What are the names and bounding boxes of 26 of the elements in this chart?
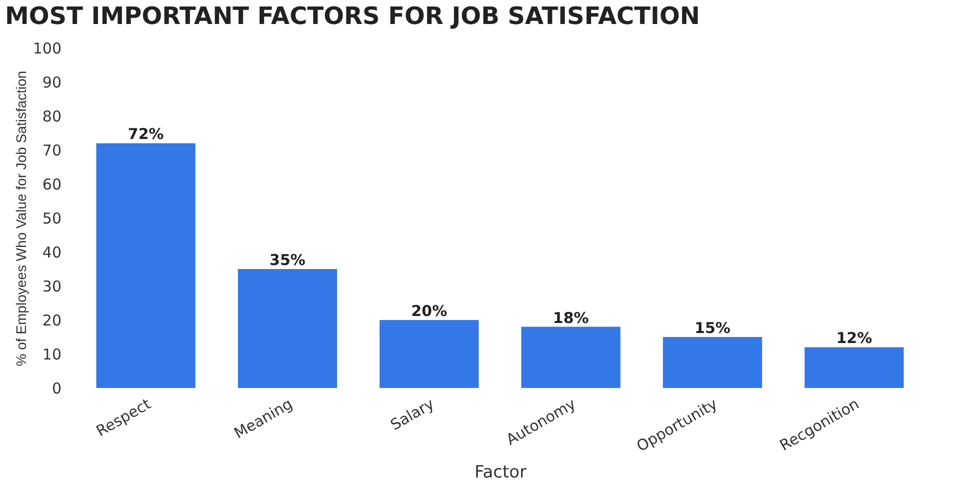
y-tick-label: 90 (42, 74, 62, 92)
x-axis-title: Factor (474, 462, 527, 482)
y-tick-label: 0 (52, 380, 62, 398)
y-axis-title: % of Employees Who Value for Job Satisfaction (12, 70, 29, 366)
y-tick-label: 20 (42, 312, 62, 330)
y-tick-label: 50 (42, 210, 62, 228)
y-tick-label: 60 (42, 176, 62, 194)
y-tick-label: 40 (42, 244, 62, 262)
data-label: 20% (411, 302, 448, 320)
bar (521, 326, 620, 388)
data-label: 35% (270, 251, 306, 269)
chart-title: MOST IMPORTANT FACTORS FOR JOB SATISFACTION (5, 2, 700, 30)
y-tick-label: 10 (42, 346, 62, 364)
bar (804, 347, 904, 388)
data-label: 15% (694, 319, 730, 337)
bar (662, 337, 762, 388)
data-label: 12% (836, 329, 872, 348)
bar (238, 269, 338, 388)
bar (380, 320, 479, 388)
bar (96, 143, 196, 388)
data-label: 72% (128, 125, 164, 144)
y-tick-label: 80 (42, 108, 62, 126)
y-tick-label: 70 (42, 142, 62, 160)
data-label: 18% (552, 308, 589, 327)
y-tick-label: 100 (32, 40, 62, 58)
y-tick-label: 30 (42, 278, 62, 296)
